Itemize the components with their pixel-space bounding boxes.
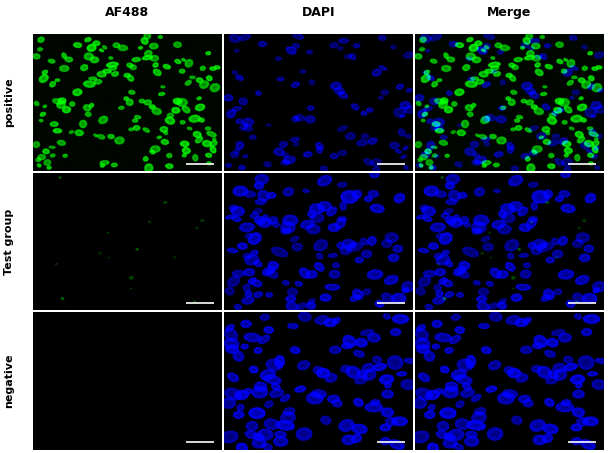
Text: AF488: AF488 [105, 6, 149, 19]
Text: positive: positive [4, 77, 14, 127]
Text: Test group: Test group [4, 208, 14, 275]
Text: Merge: Merge [487, 6, 531, 19]
Text: DAPI: DAPI [302, 6, 335, 19]
Text: negative: negative [4, 354, 14, 408]
